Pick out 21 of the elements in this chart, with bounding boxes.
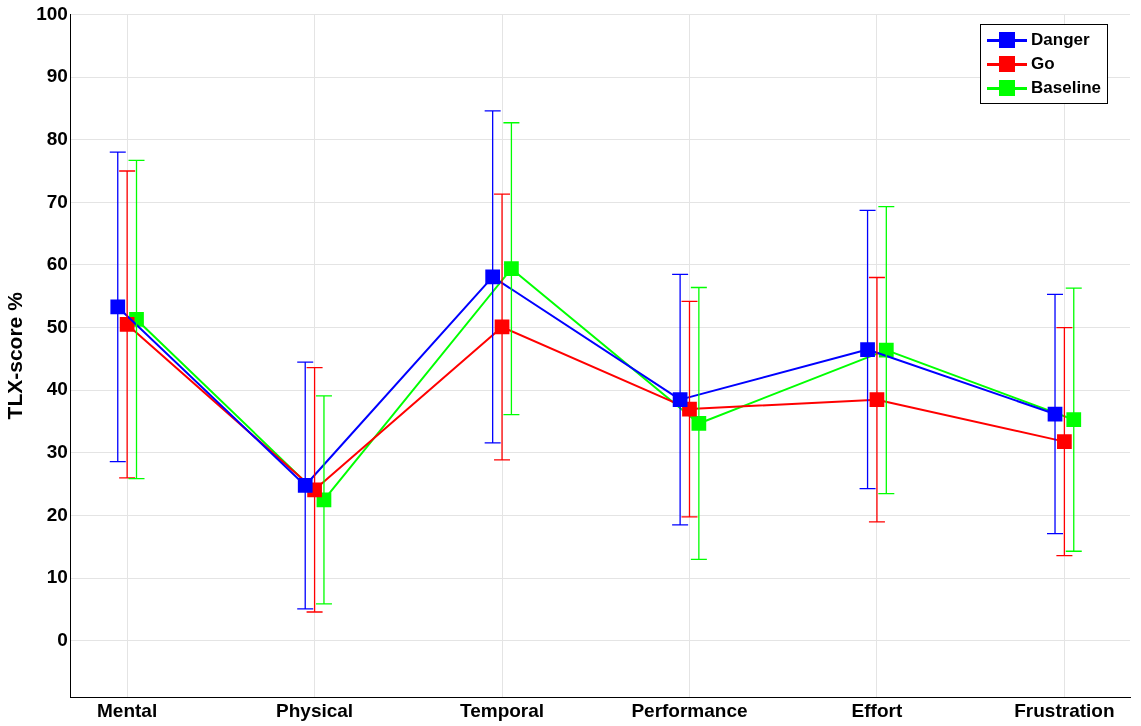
y-tick-label: 100 [36, 2, 68, 24]
y-tick-label: 60 [46, 253, 68, 275]
x-tick-label: Mental [97, 699, 158, 721]
x-tick-label: Frustration [1014, 699, 1115, 721]
y-tick-label: 10 [46, 566, 68, 588]
y-tick-label: 70 [46, 190, 68, 212]
y-axis-title: TLX-score % [3, 291, 27, 420]
legend-label: Danger [1031, 30, 1090, 51]
x-tick-label: Effort [851, 699, 903, 721]
y-tick-label: 20 [46, 503, 68, 525]
x-tick-label: Physical [276, 699, 354, 721]
y-tick-label: 0 [57, 629, 68, 651]
legend-label: Go [1031, 54, 1055, 75]
y-tick-label: 30 [46, 441, 68, 463]
y-tick-label: 90 [46, 65, 68, 87]
x-tick-label: Performance [631, 699, 748, 721]
y-tick-label: 50 [46, 315, 68, 337]
y-tick-label: 80 [46, 127, 68, 149]
x-tick-label: Temporal [459, 699, 545, 721]
legend-label: Baseline [1031, 78, 1101, 99]
y-tick-label: 40 [46, 378, 68, 400]
